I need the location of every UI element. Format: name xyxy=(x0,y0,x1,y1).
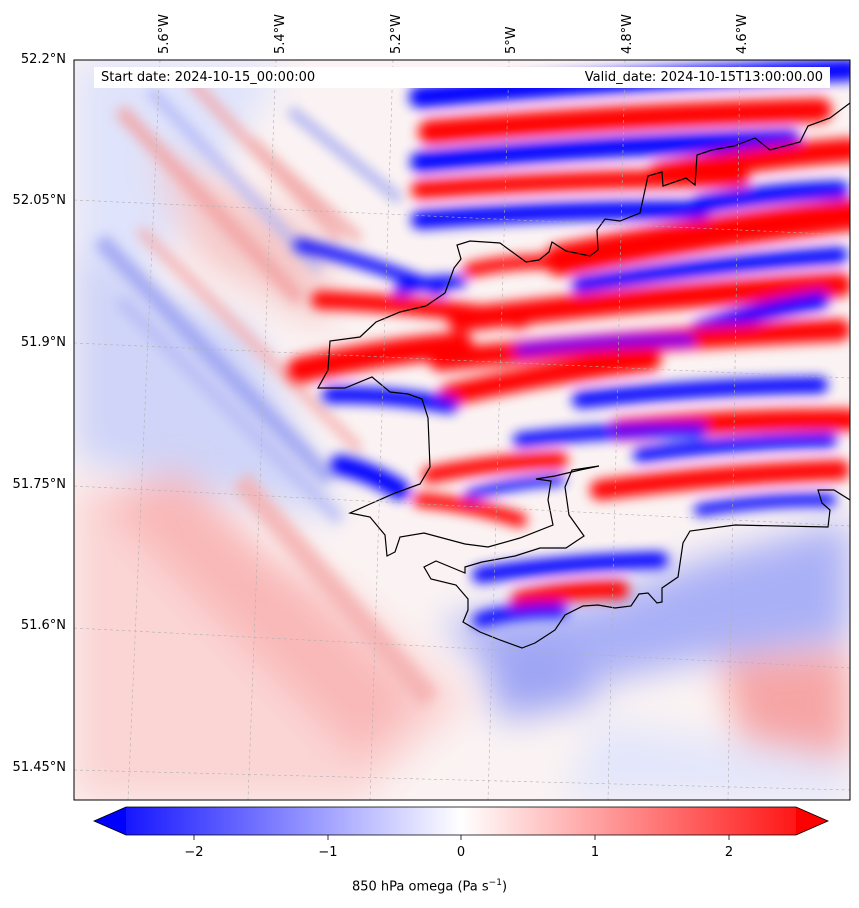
omega-band xyxy=(590,460,850,500)
coastline xyxy=(316,102,850,649)
omega-band xyxy=(463,254,567,277)
omega-band xyxy=(515,334,695,355)
valid-date-label: Valid_date: 2024-10-15T13:00:00.00 xyxy=(584,70,823,85)
lat-label-51-9: 51.9°N xyxy=(20,335,66,350)
lon-label-5-0: 5°W xyxy=(504,26,519,54)
colorbar-tick-label: −2 xyxy=(184,845,204,860)
colorbar-extend-high xyxy=(796,807,828,835)
omega-band xyxy=(691,181,849,214)
colorbar-tick-label: 2 xyxy=(724,845,734,860)
omega-band xyxy=(648,138,850,187)
omega-band xyxy=(448,273,850,332)
colorbar-tick-label: 1 xyxy=(590,845,600,860)
lat-label-51-6: 51.6°N xyxy=(20,618,66,633)
omega-band xyxy=(410,130,800,172)
omega-band xyxy=(394,275,466,296)
omega-band xyxy=(473,602,567,627)
start-date-label: Start date: 2024-10-15_00:00:00 xyxy=(101,70,316,85)
omega-band xyxy=(330,455,410,500)
colorbar-label: 850 hPa omega (Pa s−1) xyxy=(351,878,508,895)
omega-band xyxy=(572,377,828,408)
omega-band xyxy=(691,291,829,339)
omega-band xyxy=(413,493,527,527)
lon-label-4-8: 4.8°W xyxy=(620,13,635,54)
omega-band xyxy=(633,433,837,462)
lon-label-5-6: 5.6°W xyxy=(157,13,172,54)
lon-label-5-4: 5.4°W xyxy=(273,13,288,54)
lat-label-52-05: 52.05°N xyxy=(12,193,66,208)
colorbar-tick-label: 0 xyxy=(456,845,466,860)
lon-label-5-2: 5.2°W xyxy=(389,13,404,54)
omega-band xyxy=(511,580,629,609)
omega-band xyxy=(472,552,668,583)
omega-band xyxy=(439,349,661,406)
map-frame xyxy=(73,59,851,801)
omega-band xyxy=(694,493,836,516)
colorbar-tick-label: −1 xyxy=(318,845,338,860)
omega-band xyxy=(287,332,473,383)
lat-label-51-45: 51.45°N xyxy=(12,760,66,775)
omega-band xyxy=(411,200,709,229)
omega-band xyxy=(322,386,458,413)
omega-band xyxy=(418,98,832,144)
colorbar-extend-low xyxy=(94,807,126,835)
omega-band xyxy=(422,452,568,483)
omega-band xyxy=(544,199,850,276)
lon-label-4-6: 4.6°W xyxy=(735,13,750,54)
lat-label-52-2: 52.2°N xyxy=(20,52,66,67)
omega-band xyxy=(513,422,707,447)
header-box xyxy=(94,67,830,88)
lat-label-51-75: 51.75°N xyxy=(12,477,66,492)
omega-field xyxy=(74,60,850,800)
omega-band xyxy=(572,247,848,293)
colorbar xyxy=(93,806,829,840)
colorbar-body xyxy=(94,807,828,835)
